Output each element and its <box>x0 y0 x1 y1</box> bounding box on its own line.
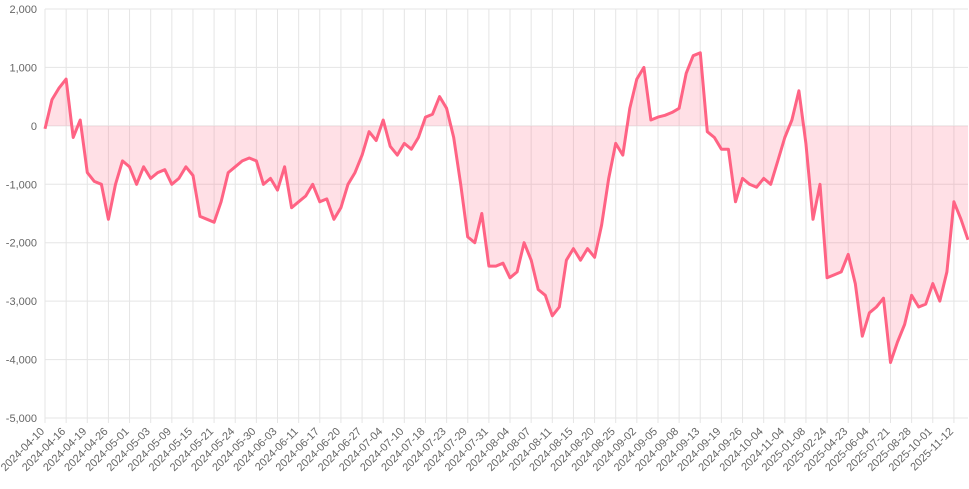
series-line <box>43 51 969 364</box>
y-tick-label: -1,000 <box>6 179 37 191</box>
y-tick-label: 1,000 <box>9 62 37 74</box>
y-tick-label: -5,000 <box>6 413 37 425</box>
y-tick-label: -3,000 <box>6 296 37 308</box>
y-tick-label: 2,000 <box>9 4 37 16</box>
y-tick-label: 0 <box>31 121 37 133</box>
area-fill <box>45 52 968 363</box>
y-tick-label: -2,000 <box>6 238 37 250</box>
y-tick-label: -4,000 <box>6 355 37 367</box>
